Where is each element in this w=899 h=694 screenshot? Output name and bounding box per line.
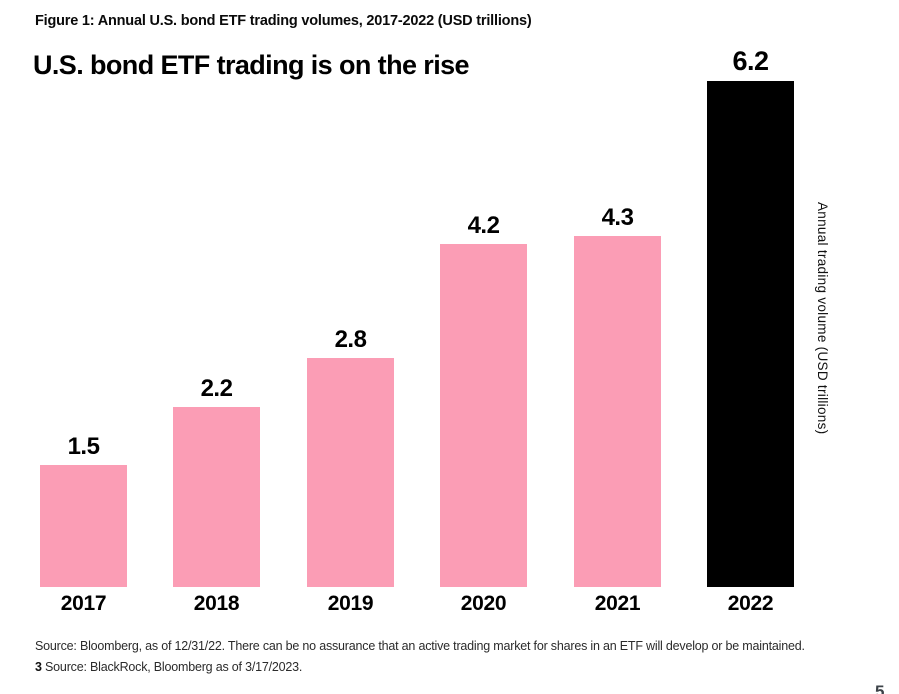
chart-title: U.S. bond ETF trading is on the rise: [33, 50, 470, 80]
bar-value-label-2022: 6.2: [732, 46, 769, 76]
y-axis-title: Annual trading volume (USD trillions): [815, 202, 830, 435]
bar-value-label-2018: 2.2: [200, 375, 233, 402]
bar-2020: [440, 244, 527, 587]
footer: Source: Bloomberg, as of 12/31/22. There…: [35, 636, 805, 678]
bar-2017: [40, 465, 127, 587]
x-axis-label-2019: 2019: [327, 592, 374, 615]
source-note-2-text: Source: BlackRock, Bloomberg as of 3/17/…: [45, 660, 303, 674]
bar-2022: [707, 81, 794, 587]
source-note-2: 3 Source: BlackRock, Bloomberg as of 3/1…: [35, 657, 805, 678]
bar-value-label-2017: 1.5: [67, 433, 100, 460]
footnote-marker: 3: [35, 660, 42, 674]
bar-value-label-2019: 2.8: [334, 326, 367, 353]
x-axis-label-2020: 2020: [460, 592, 507, 615]
bar-2021: [574, 236, 661, 587]
x-axis-label-2018: 2018: [193, 592, 240, 615]
bar-2018: [173, 407, 260, 587]
source-note-1: Source: Bloomberg, as of 12/31/22. There…: [35, 639, 805, 653]
bar-2019: [307, 358, 394, 587]
bar-value-label-2020: 4.2: [467, 212, 500, 239]
x-axis-label-2022: 2022: [727, 592, 774, 615]
figure-caption: Figure 1: Annual U.S. bond ETF trading v…: [35, 13, 532, 29]
page-number: 5: [875, 682, 885, 694]
x-axis-label-2017: 2017: [60, 592, 107, 615]
bar-value-label-2021: 4.3: [601, 204, 634, 231]
x-axis-label-2021: 2021: [594, 592, 641, 615]
